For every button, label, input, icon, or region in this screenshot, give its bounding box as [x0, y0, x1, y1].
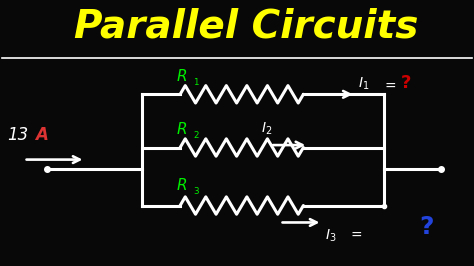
Text: $_3$: $_3$ [193, 184, 201, 197]
Text: 13: 13 [7, 126, 28, 144]
Text: $_1$: $_1$ [193, 74, 200, 88]
Text: A: A [36, 126, 48, 144]
Text: $R$: $R$ [176, 121, 188, 137]
Text: Parallel Circuits: Parallel Circuits [74, 7, 419, 45]
Text: $I_1$: $I_1$ [358, 76, 369, 92]
Text: $=$: $=$ [348, 227, 363, 241]
Text: $=$: $=$ [382, 78, 396, 92]
Text: $_2$: $_2$ [193, 128, 200, 141]
Text: ?: ? [401, 74, 411, 92]
Text: $I_3$: $I_3$ [325, 227, 336, 244]
Text: ?: ? [419, 215, 434, 239]
Text: $I_2$: $I_2$ [261, 120, 272, 137]
Text: $R$: $R$ [176, 68, 188, 84]
Text: $R$: $R$ [176, 177, 188, 193]
